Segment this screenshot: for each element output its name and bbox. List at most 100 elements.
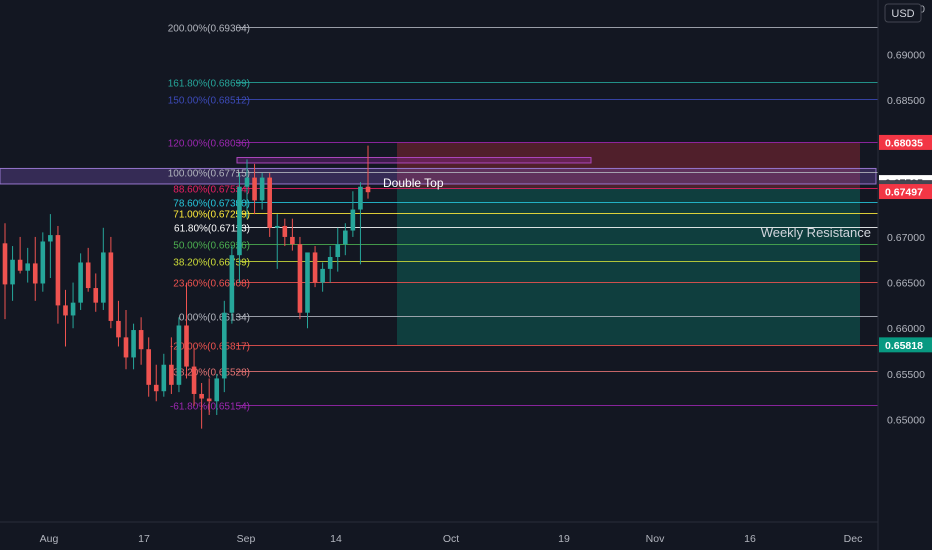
candle-body — [169, 364, 174, 385]
x-tick-label: 17 — [138, 533, 150, 545]
fib-level-label: 78.60%(0.67380) — [173, 199, 250, 210]
candle-body — [305, 252, 310, 313]
weekly-resistance-label: Weekly Resistance — [761, 225, 871, 240]
candle-body — [320, 268, 325, 283]
y-tick-label: 0.65000 — [887, 415, 925, 427]
y-tick-label: 0.66500 — [887, 278, 925, 290]
fib-level-label: -61.80%(0.65154) — [170, 402, 250, 413]
candle-body — [176, 325, 182, 385]
candle-body — [206, 398, 212, 402]
candle-body — [25, 263, 30, 271]
x-tick-label: Aug — [40, 533, 59, 545]
candle-body — [85, 262, 91, 289]
candle-body — [343, 230, 348, 245]
candle-body — [222, 312, 227, 379]
candle-body — [116, 320, 121, 338]
fib-level-label: 150.00%(0.68512) — [168, 96, 250, 107]
double-top-zone — [236, 156, 592, 164]
currency-button[interactable]: USD — [884, 3, 922, 23]
fib-level-label: 200.00%(0.69304) — [168, 24, 250, 35]
candle-body — [237, 186, 242, 256]
fib-level-label: 120.00%(0.68036) — [168, 139, 250, 150]
candle-body — [350, 209, 356, 231]
fib-level-label: 161.80%(0.68699) — [168, 79, 250, 90]
price-badge-label: 0.65818 — [885, 340, 923, 352]
candle-body — [17, 259, 23, 271]
time-axis[interactable]: Aug 17 Sep 14 Oct 19 Nov 16 Dec — [40, 533, 863, 545]
candle-body — [214, 378, 220, 402]
fib-levels: 200.00%(0.69304) 161.80%(0.68699) 150.00%(… — [168, 24, 878, 413]
stop-loss-zone — [397, 142, 860, 188]
price-badge-label: 0.67497 — [885, 187, 923, 199]
candle-body — [108, 252, 114, 321]
candle-body — [161, 364, 167, 392]
x-tick-label: 16 — [744, 533, 756, 545]
x-tick-label: 14 — [330, 533, 342, 545]
candle-body — [252, 177, 257, 201]
candle-body — [267, 177, 272, 228]
candle-body — [297, 244, 303, 313]
candle-body — [78, 262, 83, 303]
fib-level-label: 50.00%(0.66926) — [173, 241, 250, 252]
currency-label: USD — [891, 8, 914, 20]
double-top-label: Double Top — [383, 176, 444, 190]
candle-body — [358, 186, 363, 210]
candle-body — [40, 241, 46, 284]
candle-body — [184, 325, 189, 367]
candle-body — [48, 235, 53, 242]
x-tick-label: 19 — [558, 533, 570, 545]
candle-body — [153, 384, 159, 392]
candle-body — [138, 330, 144, 350]
take-profit-zone — [397, 187, 860, 345]
candle-body — [274, 225, 280, 228]
x-tick-label: Oct — [443, 533, 459, 545]
price-badge — [879, 337, 932, 353]
candle-body — [63, 305, 68, 316]
y-tick-label: 0.69000 — [887, 49, 925, 61]
candle-body — [335, 244, 341, 258]
candle-body — [312, 252, 318, 283]
fib-level-label: 0.00%(0.66134) — [179, 313, 250, 324]
fib-level-label: 23.60%(0.66508) — [173, 279, 250, 290]
candle-body — [282, 225, 288, 237]
candle-body — [199, 393, 204, 399]
candle-body — [123, 337, 129, 358]
candle-body — [244, 177, 250, 187]
y-tick-label: 0.65500 — [887, 369, 925, 381]
candle-body — [32, 263, 38, 284]
candle-body — [229, 255, 235, 313]
candle-body — [259, 177, 265, 201]
candle-body — [131, 330, 136, 358]
fib-level-label: -20.00%(0.65817) — [170, 342, 250, 353]
y-tick-label: 0.66000 — [887, 323, 925, 335]
price-badge — [879, 134, 932, 150]
candles — [2, 145, 371, 429]
y-tick-label: 0.68500 — [887, 95, 925, 107]
candle-body — [10, 259, 15, 285]
fib-level-label: 38.20%(0.66739) — [173, 258, 250, 269]
x-tick-label: Nov — [646, 533, 665, 545]
candle-body — [365, 186, 371, 193]
x-tick-label: Sep — [237, 533, 256, 545]
fib-level-label: 100.00%(0.67715) — [168, 169, 250, 180]
candle-body — [191, 366, 197, 394]
fib-level-label: 88.60%(0.67534) — [173, 185, 250, 196]
fib-level-label: -38.20%(0.65528) — [170, 368, 250, 379]
fib-level-label: 71.00%(0.67259) — [173, 210, 250, 221]
candle-body — [55, 235, 61, 306]
price-badge-label: 0.68035 — [885, 137, 923, 149]
candle-body — [327, 257, 333, 269]
x-tick-label: Dec — [844, 533, 863, 545]
candle-body — [290, 236, 295, 245]
candle-body — [146, 349, 151, 385]
candle-body — [93, 288, 99, 303]
price-badge — [879, 184, 932, 200]
candle-body — [2, 243, 8, 285]
y-tick-label: 0.67000 — [887, 232, 925, 244]
candle-body — [70, 302, 76, 316]
candle-body — [101, 252, 106, 303]
fib-level-label: 61.80%(0.67113) — [174, 224, 250, 235]
